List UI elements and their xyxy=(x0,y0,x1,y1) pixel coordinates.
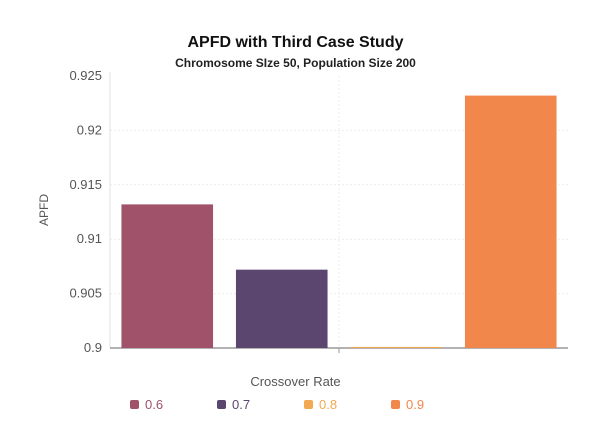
bar-0.9 xyxy=(464,95,557,348)
legend-item-0.8[interactable]: 0.8 xyxy=(304,397,337,412)
legend-item-0.7[interactable]: 0.7 xyxy=(217,397,250,412)
bar-0.7 xyxy=(235,269,328,348)
legend-label: 0.9 xyxy=(406,397,425,412)
bar-0.8 xyxy=(350,346,443,348)
legend-label: 0.6 xyxy=(145,397,164,412)
x-axis-label: Crossover Rate xyxy=(250,374,341,389)
y-tick-label: 0.9 xyxy=(84,340,102,355)
y-tick-label: 0.92 xyxy=(77,122,102,137)
y-tick-label: 0.915 xyxy=(69,177,102,192)
legend: 0.6 0.7 0.8 0.9 xyxy=(0,397,591,417)
chart-title: APFD with Third Case Study xyxy=(187,34,404,51)
legend-swatch xyxy=(391,400,400,409)
y-tick-label: 0.91 xyxy=(77,231,102,246)
legend-label: 0.8 xyxy=(319,397,338,412)
legend-label: 0.7 xyxy=(232,397,251,412)
legend-item-0.9[interactable]: 0.9 xyxy=(391,397,424,412)
chart-subtitle: Chromosome SIze 50, Population Size 200 xyxy=(175,56,416,70)
legend-item-0.6[interactable]: 0.6 xyxy=(130,397,163,412)
bar-0.6 xyxy=(121,204,214,348)
y-tick-label: 0.925 xyxy=(69,68,102,83)
legend-swatch xyxy=(217,400,226,409)
legend-swatch xyxy=(304,400,313,409)
y-tick-label: 0.905 xyxy=(69,286,102,301)
legend-swatch xyxy=(130,400,139,409)
